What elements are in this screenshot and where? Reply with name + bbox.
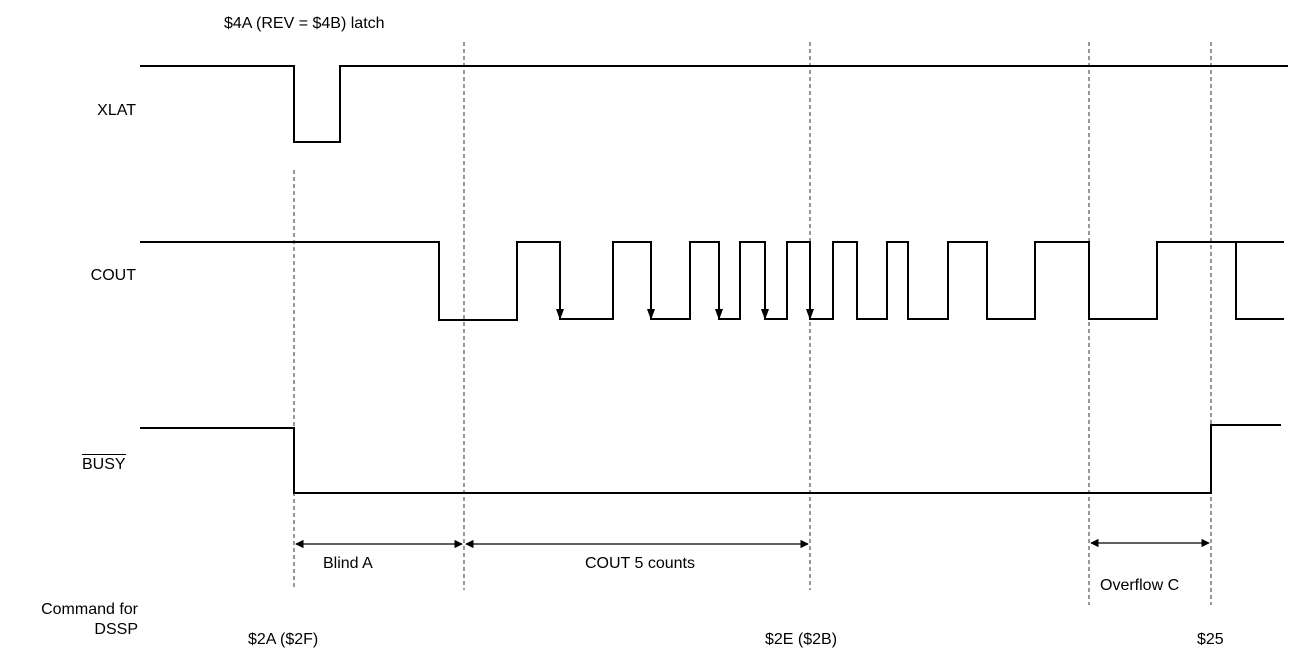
cout-label: COUT	[90, 267, 136, 284]
count-arrow-3	[715, 309, 723, 320]
reference-lines	[293, 42, 1212, 605]
cout-waveform	[140, 241, 1284, 321]
cout-counts-label: COUT 5 counts	[585, 555, 695, 572]
count-arrow-2	[647, 309, 655, 320]
command-label-line2: DSSP	[94, 621, 138, 638]
command-2a: $2A ($2F)	[248, 631, 319, 648]
command-25: $25	[1197, 631, 1224, 648]
overflow-c-label: Overflow C	[1100, 577, 1180, 594]
blind-a-label: Blind A	[323, 555, 373, 572]
count-arrow-4	[761, 309, 769, 320]
diagram-title: $4A (REV = $4B) latch	[224, 15, 385, 32]
count-arrow-5	[806, 309, 814, 320]
count-arrows	[556, 309, 814, 320]
command-2e: $2E ($2B)	[765, 631, 838, 648]
busy-label: BUSY	[82, 454, 126, 473]
xlat-waveform	[140, 65, 1288, 143]
command-label-line1: Command for	[41, 601, 138, 618]
busy-waveform	[140, 424, 1281, 494]
xlat-label: XLAT	[97, 102, 136, 119]
count-arrow-1	[556, 309, 564, 320]
